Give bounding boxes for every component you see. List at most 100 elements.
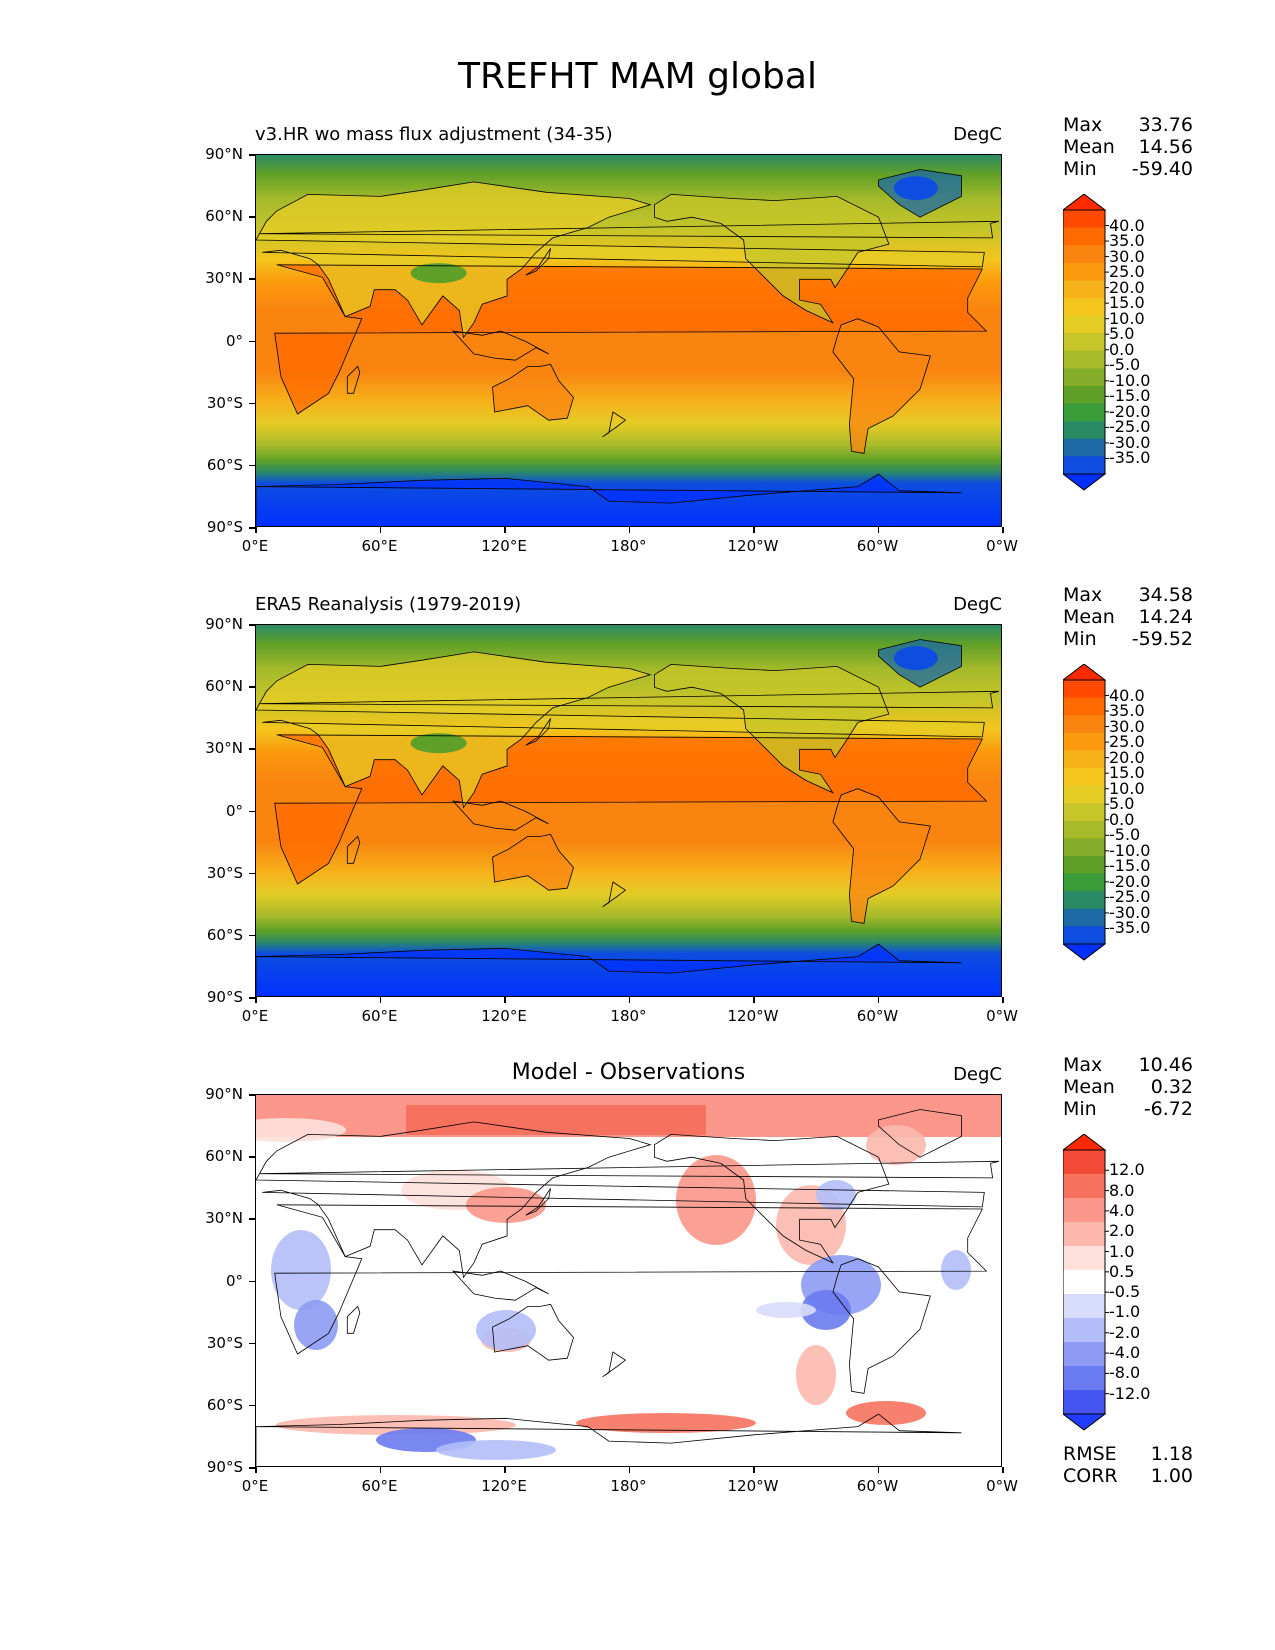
land-fill-europe_asia bbox=[256, 651, 985, 808]
stat-value: 10.46 bbox=[1138, 1054, 1193, 1076]
colorbar-tick-label: -20.0 bbox=[1109, 871, 1151, 891]
lat-tick-label: 90°S bbox=[206, 988, 243, 1006]
lon-tick-label: 180° bbox=[610, 1007, 647, 1025]
lat-tick-mark bbox=[249, 340, 255, 342]
colorbar-top-extend bbox=[1061, 663, 1107, 681]
metric-label: CORR bbox=[1063, 1465, 1118, 1487]
coastline-japan bbox=[525, 1188, 551, 1216]
colorbar-tick-label: -5.0 bbox=[1109, 825, 1141, 845]
cold-anomaly bbox=[436, 1440, 556, 1460]
lon-tick-label: 180° bbox=[610, 537, 647, 555]
colorbar-tick-label: -0.5 bbox=[1109, 1282, 1141, 1302]
lon-tick-mark bbox=[628, 527, 630, 533]
colorbar-bottom-extend bbox=[1061, 943, 1107, 961]
cold-anomaly bbox=[476, 1310, 536, 1350]
panel-stats: Max 33.76 Mean 14.56 Min -59.40 bbox=[1063, 114, 1193, 180]
stat-row: Min -59.40 bbox=[1063, 158, 1193, 180]
lat-tick-mark bbox=[249, 527, 255, 529]
lon-tick-mark bbox=[1002, 997, 1004, 1003]
lat-tick-mark bbox=[249, 934, 255, 937]
cold-anomaly bbox=[271, 1230, 331, 1310]
colorbar-segment bbox=[1063, 785, 1105, 804]
lon-tick-label: 60°E bbox=[361, 1007, 398, 1025]
warm-anomaly bbox=[276, 1415, 516, 1435]
colorbar-tick-label: 0.0 bbox=[1109, 339, 1135, 359]
colorbar-tick-label: 40.0 bbox=[1109, 215, 1145, 235]
coastline-antarctica bbox=[256, 473, 962, 526]
lat-tick-label: 60°N bbox=[205, 677, 243, 696]
warm-anomaly bbox=[846, 1401, 926, 1425]
coastline-madagascar bbox=[346, 365, 361, 394]
lat-tick-mark bbox=[249, 1094, 255, 1096]
stat-value: -6.72 bbox=[1143, 1098, 1193, 1120]
lon-tick-mark bbox=[255, 527, 257, 533]
land-fill-north_america bbox=[654, 194, 889, 323]
lat-tick-label: 90°N bbox=[205, 145, 243, 163]
colorbar-segment bbox=[1063, 421, 1105, 440]
coastline-indonesia bbox=[452, 330, 549, 361]
cold-anomaly bbox=[756, 1302, 816, 1318]
land-fill-antarctica bbox=[256, 944, 962, 996]
colorbar-tick-label: -10.0 bbox=[1109, 370, 1151, 390]
colorbar-tick-label: -12.0 bbox=[1109, 1383, 1151, 1403]
colorbar-bottom-extend bbox=[1061, 1413, 1107, 1431]
stat-value: 14.24 bbox=[1138, 606, 1193, 628]
colorbar-frame bbox=[1062, 1149, 1106, 1415]
colorbar-tick-label: -8.0 bbox=[1109, 1363, 1141, 1383]
coastline-greenland bbox=[878, 1109, 962, 1158]
lon-tick-label: 120°E bbox=[481, 1007, 527, 1025]
colorbar-segment bbox=[1063, 1390, 1105, 1415]
plateau-cold-patch bbox=[410, 263, 467, 284]
warm-anomaly bbox=[256, 1118, 346, 1142]
colorbar-tick-label: -2.0 bbox=[1109, 1322, 1141, 1342]
lat-tick-mark bbox=[249, 154, 255, 156]
lat-tick-mark bbox=[249, 624, 255, 626]
colorbar-tick-label: -5.0 bbox=[1109, 355, 1141, 375]
panel-units: DegC bbox=[953, 594, 1002, 615]
colorbar-svg bbox=[1061, 193, 1109, 491]
map-svg bbox=[256, 1095, 1001, 1466]
lat-tick-label: 30°N bbox=[205, 269, 243, 288]
land-fill-south_america bbox=[832, 788, 931, 924]
lon-tick-mark bbox=[753, 1467, 755, 1473]
colorbar-segment bbox=[1063, 856, 1105, 875]
colorbar-segment bbox=[1063, 262, 1105, 281]
lat-tick-mark bbox=[249, 402, 255, 405]
coastline-europe_asia bbox=[256, 651, 985, 809]
lat-tick-label: 30°S bbox=[206, 863, 243, 882]
stat-value: 33.76 bbox=[1138, 114, 1193, 136]
lon-tick-mark bbox=[753, 997, 755, 1003]
coastline-madagascar bbox=[346, 1305, 361, 1334]
coastline-south_america bbox=[832, 318, 931, 454]
coastline-australia bbox=[492, 1303, 574, 1361]
colorbar-tick-label: 15.0 bbox=[1109, 763, 1145, 783]
siberia-warm-band bbox=[406, 1105, 706, 1135]
colorbar-tick-label: 35.0 bbox=[1109, 231, 1145, 251]
lat-tick-label: 90°N bbox=[205, 1085, 243, 1103]
map-svg bbox=[256, 155, 1001, 526]
coastline-south_america bbox=[832, 1258, 931, 1394]
coastline-europe_asia bbox=[256, 1121, 985, 1279]
colorbar-segment bbox=[1063, 926, 1105, 945]
panel-units: DegC bbox=[953, 1064, 1002, 1085]
lon-tick-mark bbox=[255, 997, 257, 1003]
lon-tick-label: 0°W bbox=[986, 537, 1018, 555]
colorbar-segment bbox=[1063, 820, 1105, 839]
lat-tick-mark bbox=[249, 810, 255, 812]
colorbar-segment bbox=[1063, 227, 1105, 246]
coastline-north_america bbox=[654, 1133, 890, 1264]
metric-row: CORR 1.00 bbox=[1063, 1465, 1193, 1487]
colorbar-tick-label: -1.0 bbox=[1109, 1302, 1141, 1322]
land-fill-antarctica bbox=[256, 474, 962, 526]
colorbar-segment bbox=[1063, 891, 1105, 910]
lon-tick-label: 0°E bbox=[241, 537, 269, 555]
cold-anomaly bbox=[801, 1290, 851, 1330]
colorbar-tick-label: -30.0 bbox=[1109, 432, 1151, 452]
colorbar-segment bbox=[1063, 368, 1105, 387]
coastline-greenland bbox=[878, 169, 962, 218]
stat-label: Min bbox=[1063, 628, 1097, 650]
stat-label: Max bbox=[1063, 1054, 1103, 1076]
colorbar-segment bbox=[1063, 298, 1105, 317]
panel-units: DegC bbox=[953, 124, 1002, 145]
colorbar-bottom-extend bbox=[1061, 473, 1107, 491]
